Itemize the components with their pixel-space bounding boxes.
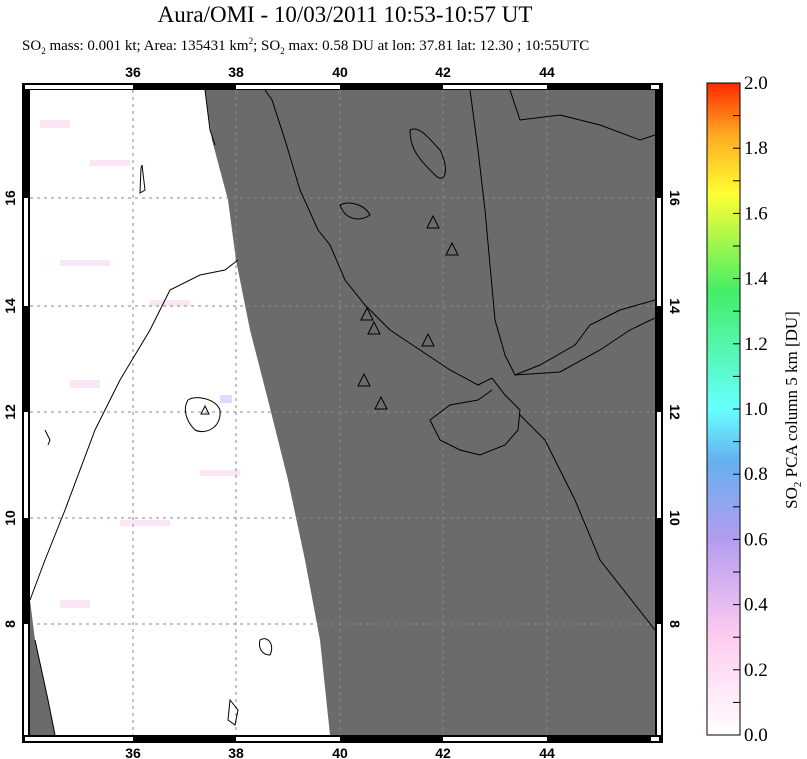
lat-tick-left: 8: [2, 620, 18, 628]
lat-tick-right: 14: [667, 298, 683, 314]
colorbar-tick-label: 0.8: [744, 464, 768, 485]
lon-tick-top: 44: [539, 64, 555, 80]
volcano-icon: [445, 241, 459, 256]
volcano-icon: [426, 214, 440, 229]
lat-tick-left: 12: [2, 404, 18, 420]
lon-tick-top: 36: [125, 64, 141, 80]
volcano-markers: [200, 214, 459, 415]
lon-tick-bottom: 44: [539, 745, 555, 759]
colorbar-tick-label: 0.0: [744, 725, 768, 746]
map-title: Aura/OMI - 10/03/2011 10:53-10:57 UT: [157, 2, 533, 27]
volcano-icon: [200, 404, 210, 415]
colorbar-ticks: [733, 115, 740, 703]
lon-tick-bottom: 42: [435, 745, 451, 759]
map-subtitle: SO2 mass: 0.001 kt; Area: 135431 km2; SO…: [22, 36, 590, 56]
lon-tick-top: 38: [228, 64, 244, 80]
so2-pixels: [40, 120, 240, 608]
lat-tick-left: 16: [2, 190, 18, 206]
coastlines: [29, 89, 656, 736]
colorbar-tick-label: 1.0: [744, 399, 768, 420]
volcano-icon: [374, 395, 388, 410]
colorbar-label: SO2 PCA column 5 km [DU]: [782, 311, 804, 509]
lat-tick-right: 16: [667, 190, 683, 206]
volcano-icon: [421, 332, 435, 347]
lat-tick-left: 14: [2, 298, 18, 314]
lon-tick-bottom: 36: [125, 745, 141, 759]
volcano-icon: [360, 306, 374, 321]
lon-tick-top: 40: [332, 64, 348, 80]
lat-tick-left: 10: [2, 510, 18, 526]
colorbar-tick-label: 0.4: [744, 595, 768, 616]
colorbar-tick-label: 0.2: [744, 660, 768, 681]
lat-tick-right: 12: [667, 404, 683, 420]
lat-tick-right: 10: [667, 510, 683, 526]
lon-tick-bottom: 38: [228, 745, 244, 759]
colorbar-tick-label: 1.2: [744, 334, 768, 355]
graticule: [30, 90, 655, 735]
lat-tick-right: 8: [667, 620, 683, 628]
colorbar-tick-label: 0.6: [744, 529, 768, 550]
colorbar-tick-label: 1.8: [744, 138, 768, 159]
volcano-icon: [357, 372, 371, 387]
colorbar-tick-label: 2.0: [744, 73, 768, 94]
colorbar-tick-label: 1.4: [744, 269, 768, 290]
volcano-icon: [367, 320, 381, 335]
lon-tick-bottom: 40: [332, 745, 348, 759]
frame-scale-bars: [24, 85, 661, 741]
lon-tick-top: 42: [435, 64, 451, 80]
colorbar-tick-label: 1.6: [744, 203, 768, 224]
